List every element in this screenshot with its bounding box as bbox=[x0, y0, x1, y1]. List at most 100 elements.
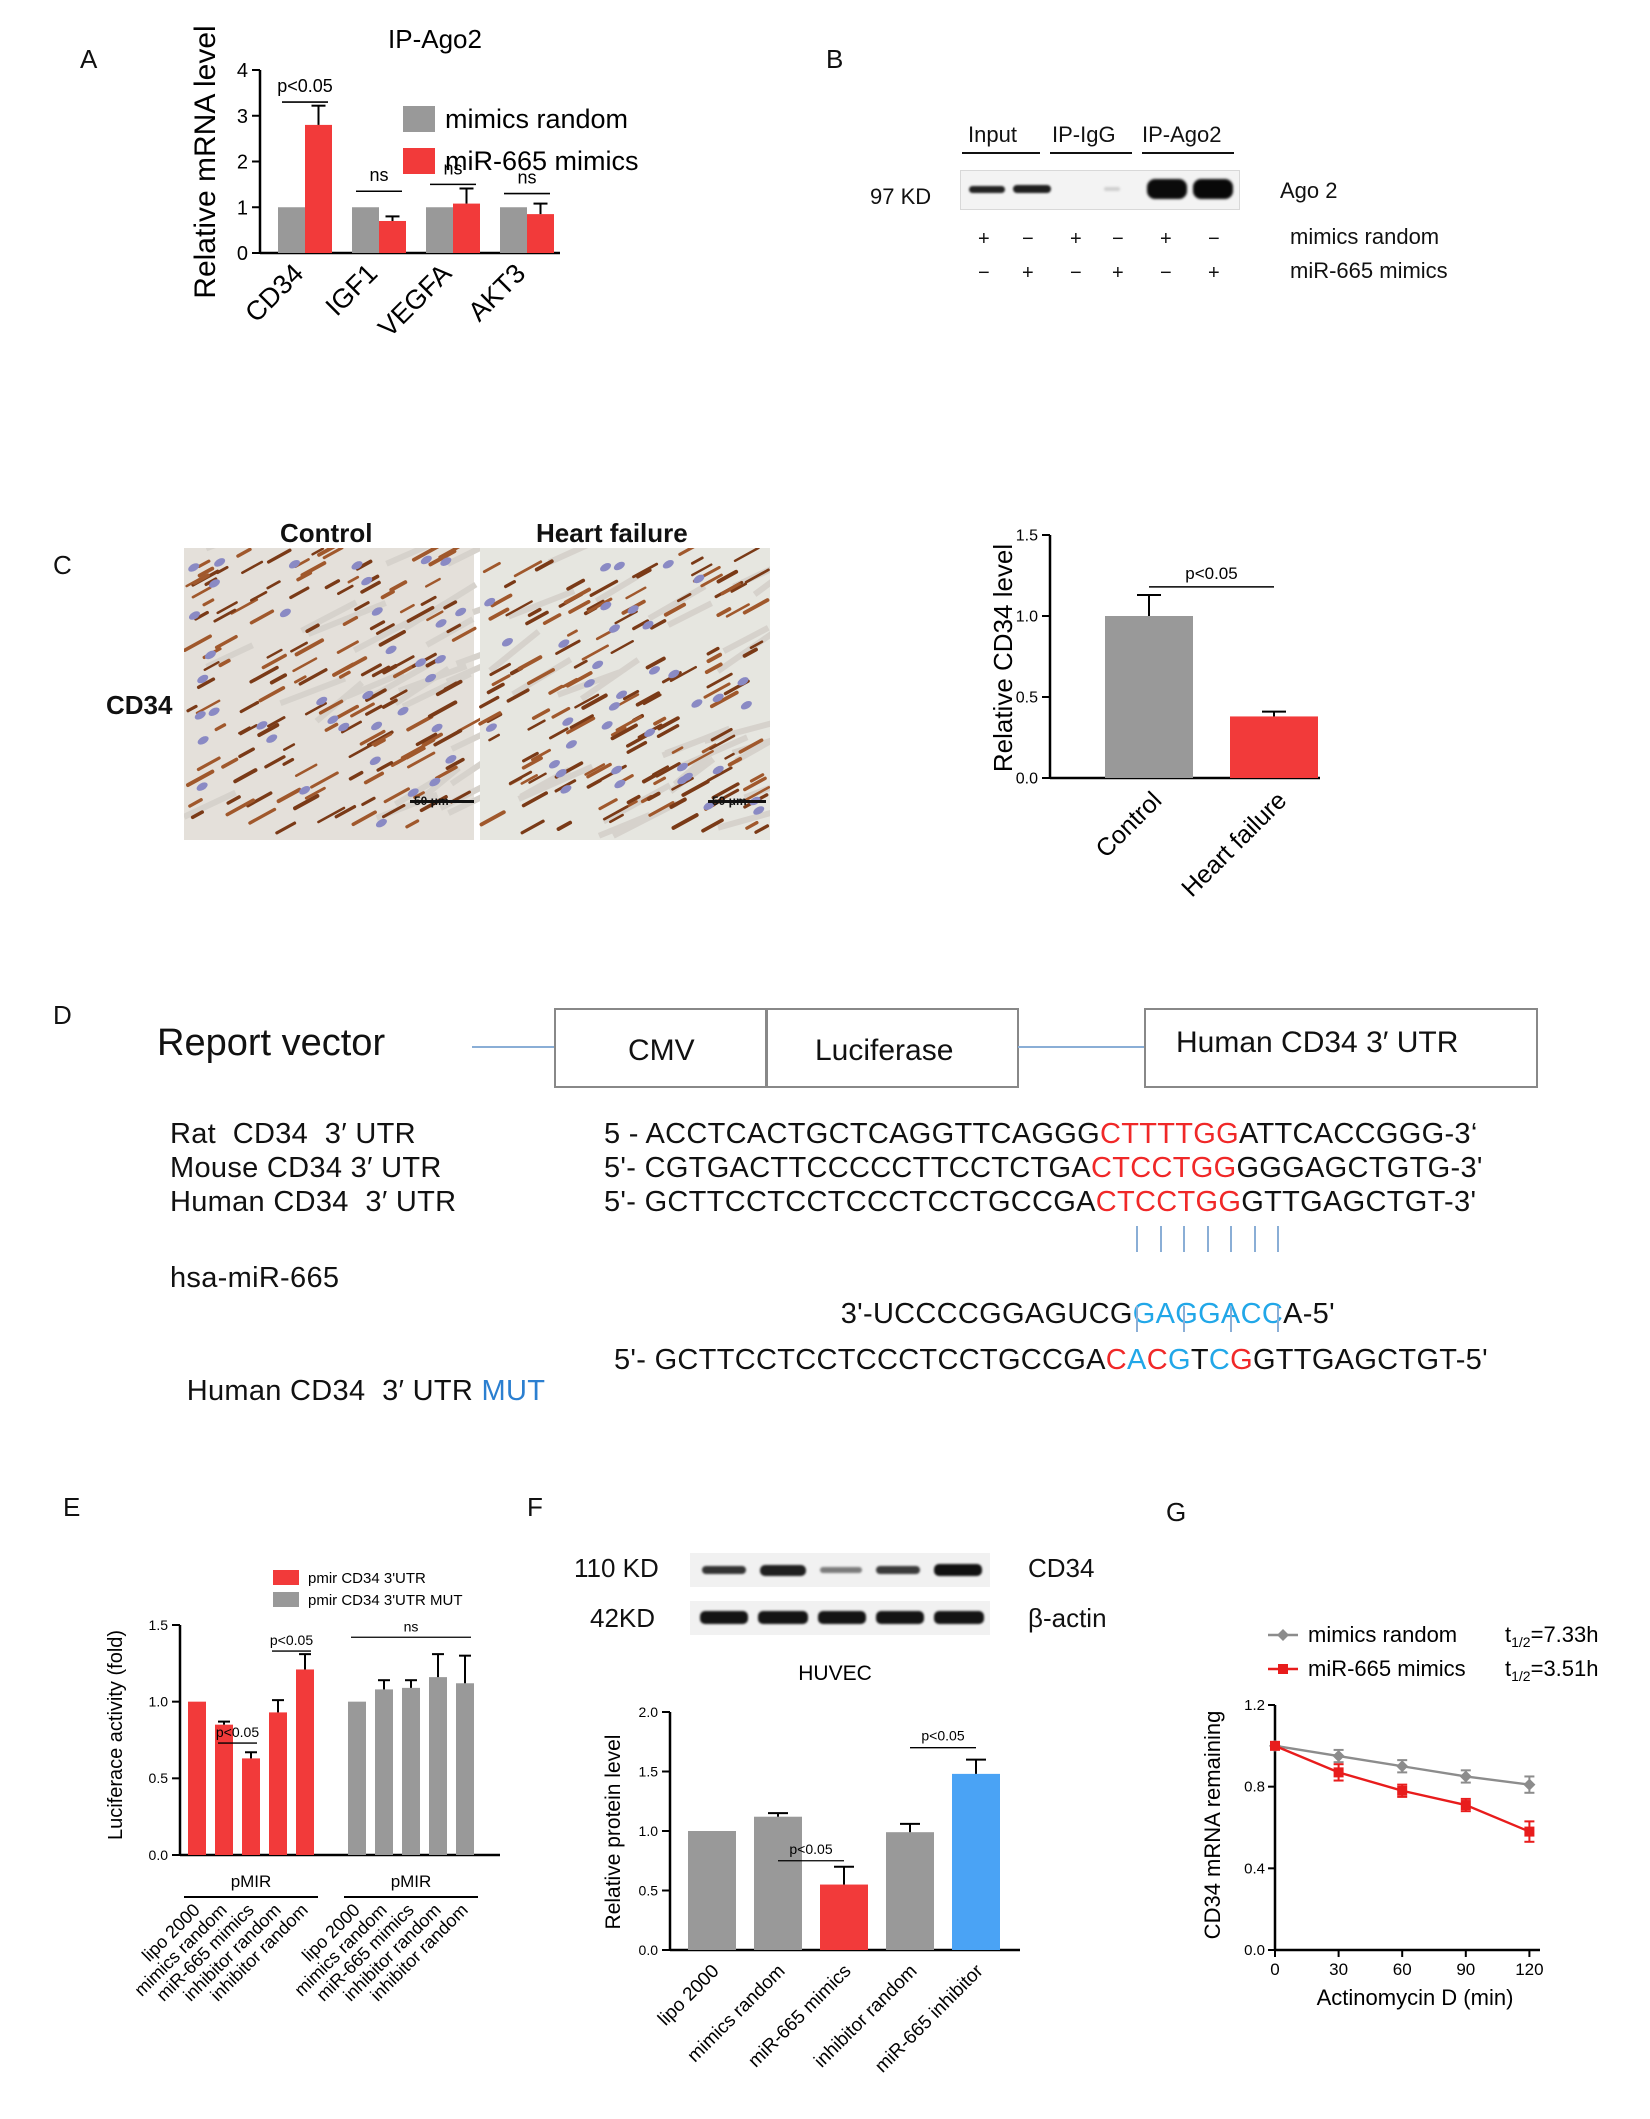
sequence-name: Mouse CD34 3′ UTR bbox=[170, 1152, 442, 1184]
ihc-cd34-stain bbox=[421, 738, 436, 748]
blot-f-strip-cd34 bbox=[690, 1553, 990, 1587]
blot-sign: + bbox=[1112, 262, 1124, 284]
ihc-cd34-stain bbox=[648, 801, 675, 817]
chart-g-xtick-label: 90 bbox=[1456, 1960, 1475, 1979]
ihc-nucleus bbox=[611, 765, 623, 775]
ihc-cd34-stain bbox=[203, 661, 220, 671]
ihc-cd34-stain bbox=[359, 729, 386, 746]
chart-e-bar bbox=[215, 1724, 233, 1855]
pair-line bbox=[1206, 1226, 1209, 1252]
ihc-column-control: Control bbox=[280, 518, 373, 548]
mutant-name: Human CD34 3′ UTR MUT bbox=[170, 1342, 545, 1408]
chart-a-bar bbox=[305, 124, 332, 254]
ihc-cd34-stain bbox=[566, 578, 586, 591]
chart-g-ytick-label: 0.0 bbox=[1244, 1942, 1265, 1959]
ihc-cd34-stain bbox=[650, 619, 667, 630]
ihc-cd34-stain bbox=[213, 608, 237, 623]
ihc-nucleus bbox=[740, 700, 752, 710]
chart-a-category-label: AKT3 bbox=[462, 258, 531, 327]
blot-strip bbox=[960, 170, 1240, 210]
ihc-cd34-stain bbox=[188, 798, 203, 808]
ihc-fiber bbox=[716, 631, 770, 674]
blot-f-marker-110: 110 KD bbox=[574, 1553, 659, 1583]
ihc-cd34-stain bbox=[406, 714, 434, 732]
ihc-row-label-cd34: CD34 bbox=[106, 690, 173, 720]
ihc-cd34-stain bbox=[709, 734, 736, 750]
ihc-fiber bbox=[594, 574, 639, 604]
chart-e-bar bbox=[269, 1712, 287, 1855]
ihc-cd34-stain bbox=[744, 568, 770, 584]
panel-label-g: G bbox=[1166, 1497, 1187, 1527]
chart-a-category-label: IGF1 bbox=[320, 258, 384, 322]
pair-line bbox=[1136, 1226, 1138, 1252]
ihc-cd34-stain bbox=[233, 768, 258, 784]
chart-a-legend-swatch bbox=[403, 148, 435, 174]
ihc-cd34-stain bbox=[294, 763, 318, 778]
ihc-cd34-stain bbox=[491, 674, 511, 687]
chart-g-point bbox=[1524, 1826, 1535, 1837]
ihc-nucleus bbox=[608, 624, 620, 633]
ihc-cd34-stain bbox=[586, 762, 612, 779]
ihc-cd34-stain bbox=[350, 702, 375, 718]
chart-g-xtick-label: 0 bbox=[1270, 1960, 1279, 1979]
ihc-fiber bbox=[385, 548, 431, 567]
panel-label-d: D bbox=[53, 1000, 72, 1030]
ihc-cd34-stain bbox=[196, 756, 221, 772]
ihc-cd34-stain bbox=[598, 798, 618, 811]
ihc-cd34-stain bbox=[691, 563, 713, 577]
ihc-nucleus bbox=[440, 557, 452, 566]
ihc-nucleus bbox=[266, 734, 278, 743]
ihc-cd34-stain bbox=[191, 586, 212, 599]
chart-a-legend-label: mimics random bbox=[445, 104, 628, 134]
mutant-site-base: G bbox=[1230, 1344, 1253, 1376]
ihc-cd34-stain bbox=[521, 756, 543, 770]
ihc-cd34-stain bbox=[743, 786, 770, 802]
blot-row-label: mimics random bbox=[1290, 224, 1440, 249]
ihc-cd34-stain bbox=[725, 603, 750, 618]
chart-f-bar bbox=[820, 1884, 868, 1950]
ihc-cd34-stain bbox=[246, 791, 273, 808]
ihc-cd34-stain bbox=[534, 559, 554, 572]
ihc-cd34-stain bbox=[446, 623, 462, 634]
ihc-cd34-stain bbox=[214, 634, 238, 650]
ihc-cd34-stain bbox=[214, 723, 227, 732]
ihc-cd34-stain bbox=[264, 755, 286, 769]
ihc-cd34-stain bbox=[710, 727, 733, 742]
chart-a-ip-ago2: 0 1 2 3 4 IP-Ago2 Relative mRNA level CD34 p<0.0… bbox=[190, 24, 639, 343]
blot-sign: − bbox=[1160, 262, 1172, 284]
ihc-fiber bbox=[722, 625, 770, 654]
ihc-cd34-stain bbox=[336, 640, 359, 654]
chart-e-legend-label: pmir CD34 3'UTR MUT bbox=[308, 1592, 463, 1609]
chart-g-ytick-label: 0.4 bbox=[1244, 1860, 1265, 1877]
ihc-cd34-stain bbox=[566, 629, 578, 637]
chart-g-point bbox=[1397, 1785, 1408, 1796]
chart-g-legend-marker bbox=[1278, 1664, 1288, 1674]
ihc-cd34-stain bbox=[528, 772, 547, 784]
chart-c-category-label: Control bbox=[1090, 786, 1167, 863]
ihc-nucleus bbox=[204, 650, 216, 660]
ihc-cd34-stain bbox=[202, 598, 215, 607]
ihc-cd34-stain bbox=[338, 670, 351, 679]
ihc-nucleus bbox=[592, 660, 604, 670]
sequence-text: 5'- GCTTCCTCCTCCCTCCTGCCGACTCCTGGGTTGAGC… bbox=[604, 1186, 1476, 1219]
actin-1 bbox=[700, 1611, 748, 1624]
ihc-fiber bbox=[184, 789, 237, 820]
ihc-cd34-stain bbox=[360, 580, 381, 594]
chart-a-category-label: CD34 bbox=[239, 258, 309, 328]
ihc-cd34-stain bbox=[186, 704, 198, 713]
chart-a-ytick-label: 0 bbox=[237, 243, 248, 265]
ihc-cd34-stain bbox=[190, 810, 204, 820]
ihc-cd34-stain bbox=[373, 738, 386, 747]
ihc-cd34-stain bbox=[226, 795, 241, 805]
ihc-cd34-stain bbox=[293, 675, 307, 684]
ihc-nucleus bbox=[197, 736, 209, 745]
ihc-cd34-stain bbox=[333, 704, 359, 721]
ihc-cd34-stain bbox=[489, 662, 512, 677]
ihc-fiber bbox=[352, 619, 409, 654]
sequence-site: CTCCTGG bbox=[1090, 1152, 1237, 1184]
actin-4 bbox=[876, 1611, 924, 1624]
ihc-cd34-stain bbox=[522, 751, 539, 763]
ihc-cd34-stain bbox=[615, 693, 640, 708]
ihc-cd34-stain bbox=[324, 722, 339, 732]
